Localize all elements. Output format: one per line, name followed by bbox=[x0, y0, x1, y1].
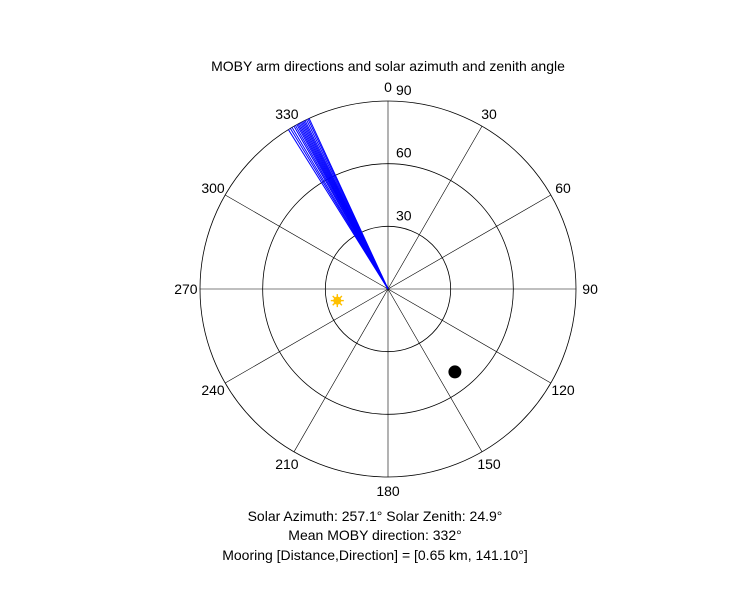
theta-tick-label: 90 bbox=[582, 281, 598, 297]
spoke-150 bbox=[387, 288, 483, 452]
spoke-300 bbox=[225, 194, 389, 290]
chart-title: MOBY arm directions and solar azimuth an… bbox=[211, 58, 565, 74]
spoke-60 bbox=[387, 194, 551, 290]
ring-60 bbox=[262, 163, 514, 415]
ring-90 bbox=[199, 100, 577, 478]
sun-core bbox=[333, 296, 342, 305]
theta-tick-label: 120 bbox=[551, 382, 575, 398]
theta-tick-label: 210 bbox=[275, 456, 299, 472]
theta-tick-label: 0 bbox=[384, 79, 392, 95]
theta-tick-label: 180 bbox=[376, 483, 400, 499]
mooring-caption: Mooring [Distance,Direction] = [0.65 km,… bbox=[222, 547, 528, 563]
mooring-marker bbox=[448, 365, 462, 379]
spoke-240 bbox=[225, 288, 389, 384]
r-tick-label: 60 bbox=[396, 145, 412, 161]
sun-marker bbox=[330, 294, 344, 308]
theta-tick-label: 30 bbox=[481, 106, 497, 122]
theta-tick-label: 270 bbox=[174, 281, 198, 297]
theta-tick-label: 150 bbox=[477, 456, 501, 472]
spoke-30 bbox=[387, 126, 483, 290]
theta-tick-label: 60 bbox=[555, 180, 571, 196]
mean-direction-caption: Mean MOBY direction: 332° bbox=[288, 527, 462, 543]
moby-arm-line bbox=[308, 118, 389, 290]
spoke-210 bbox=[293, 288, 389, 452]
spoke-120 bbox=[387, 288, 551, 384]
ring-30 bbox=[324, 225, 452, 353]
theta-tick-label: 300 bbox=[201, 180, 225, 196]
data-layer bbox=[287, 118, 462, 379]
r-tick-label: 30 bbox=[396, 207, 412, 223]
theta-tick-label: 240 bbox=[201, 382, 225, 398]
theta-tick-label: 330 bbox=[275, 106, 299, 122]
r-tick-label: 90 bbox=[396, 82, 412, 98]
solar-angles-caption: Solar Azimuth: 257.1° Solar Zenith: 24.9… bbox=[247, 508, 503, 524]
tick-labels: 0 30 60 90 120 150 180 210 240 270 300 330 30 60 90 bbox=[174, 79, 598, 499]
